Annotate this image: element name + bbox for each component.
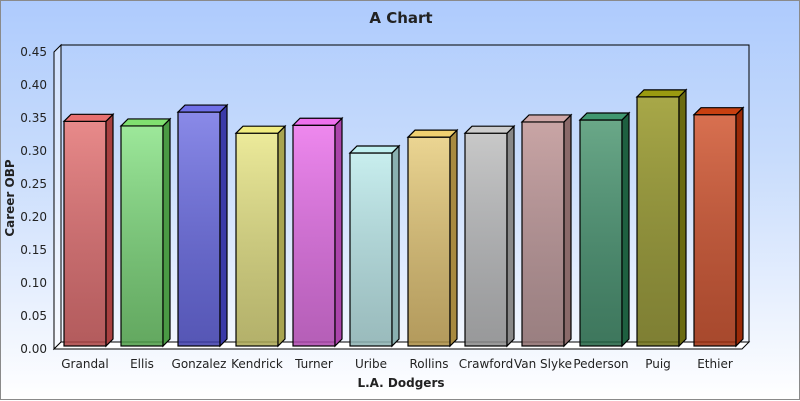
bar-top: [119, 118, 172, 127]
bar-top: [348, 145, 401, 154]
y-tick-label: 0.25: [20, 177, 47, 191]
bar-side: [334, 116, 343, 348]
floor: [52, 341, 751, 350]
bar-grandal: [63, 120, 107, 347]
bar-ellis: [120, 125, 164, 347]
x-tick-label: Grandal: [61, 357, 109, 371]
bar-top: [234, 125, 287, 134]
bar-puig: [636, 96, 680, 347]
y-tick-label: 0.40: [20, 78, 47, 92]
bar-side: [678, 88, 687, 348]
bar-side: [621, 111, 630, 348]
bar-pederson: [579, 119, 623, 347]
bar-side: [105, 112, 114, 348]
bar-gonzalez: [177, 111, 221, 347]
x-tick-label: Van Slyke: [514, 357, 572, 371]
bar-uribe: [349, 152, 393, 347]
bar-van-slyke: [521, 121, 565, 347]
bar-side: [506, 124, 515, 348]
chart-title: A Chart: [369, 9, 433, 27]
bar-side: [162, 117, 171, 348]
bar-kendrick: [235, 132, 279, 347]
bar-top: [692, 107, 745, 116]
bar-top: [520, 114, 573, 123]
bar-top: [406, 129, 459, 138]
x-tick-label: Kendrick: [231, 357, 283, 371]
bar-side: [277, 124, 286, 348]
bar-side: [391, 144, 400, 348]
bar-turner: [292, 124, 336, 347]
bar-side: [563, 113, 572, 348]
bar-top: [62, 113, 115, 122]
x-axis-label: L.A. Dodgers: [357, 376, 445, 390]
x-tick-label: Gonzalez: [172, 357, 227, 371]
bar-side: [735, 106, 744, 348]
y-tick-label: 0.05: [20, 309, 47, 323]
y-tick-label: 0.10: [20, 276, 47, 290]
bar-top: [463, 125, 516, 134]
y-tick-label: 0.45: [20, 45, 47, 59]
y-tick-label: 0.00: [20, 342, 47, 356]
x-tick-label: Ellis: [130, 357, 154, 371]
bar-side: [219, 103, 228, 348]
bar-crawford: [464, 132, 508, 347]
bar-side: [449, 128, 458, 348]
bar-ethier: [693, 114, 737, 347]
y-tick-label: 0.30: [20, 144, 47, 158]
x-tick-label: Rollins: [410, 357, 449, 371]
x-tick-label: Pederson: [573, 357, 628, 371]
x-tick-label: Ethier: [697, 357, 733, 371]
y-tick-label: 0.15: [20, 243, 47, 257]
bar-top: [291, 117, 344, 126]
bar-rollins: [407, 136, 451, 347]
x-tick-label: Uribe: [355, 357, 387, 371]
x-tick-label: Crawford: [459, 357, 513, 371]
side-wall: [53, 43, 62, 351]
bar-top: [176, 104, 229, 113]
y-tick-label: 0.20: [20, 210, 47, 224]
y-tick-label: 0.35: [20, 111, 47, 125]
x-tick-label: Puig: [645, 357, 671, 371]
bar-top: [635, 89, 688, 98]
x-tick-label: Turner: [294, 357, 333, 371]
bar-top: [578, 112, 631, 121]
